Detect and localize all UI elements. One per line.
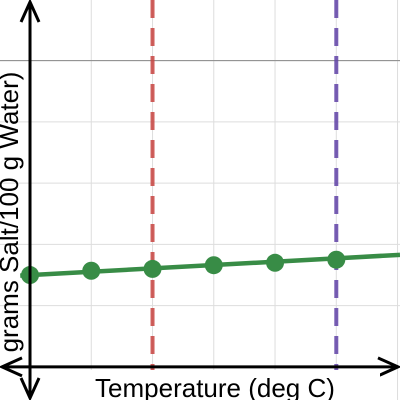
data-point — [82, 261, 101, 280]
axis-arrow — [19, 377, 41, 400]
plot — [20, 0, 400, 400]
axis-arrow — [0, 356, 23, 378]
data-point — [266, 253, 285, 272]
axis-arrow — [19, 0, 41, 23]
x-label-bg — [60, 370, 380, 400]
x-axis-label: Temperature (deg C) — [95, 373, 335, 400]
data-point — [204, 256, 223, 275]
data-point — [327, 250, 346, 269]
y-axis-label: grams Salt/100 g Water) — [0, 72, 24, 353]
data-point — [143, 259, 162, 278]
axis-arrow — [377, 356, 400, 378]
